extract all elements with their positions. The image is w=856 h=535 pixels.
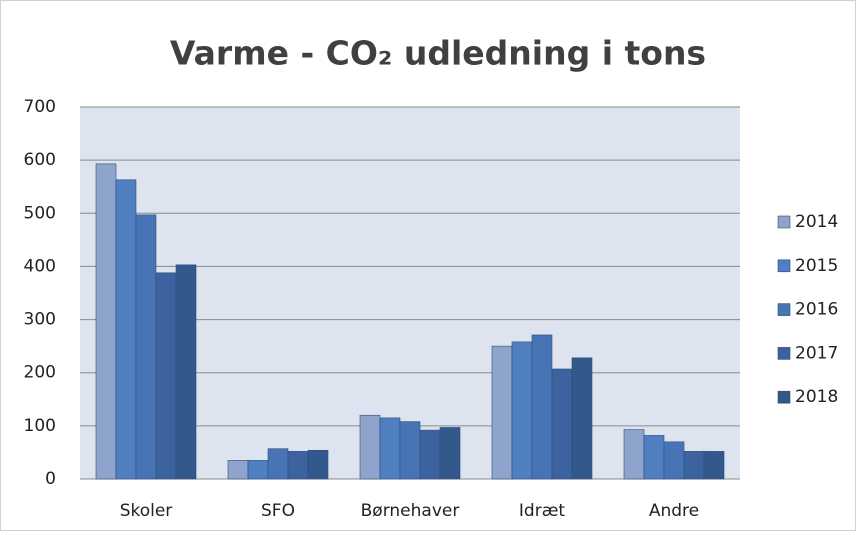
legend-label: 2016 (795, 300, 838, 320)
bar (511, 341, 533, 480)
x-tick-label: Skoler (120, 501, 173, 521)
legend-label: 2014 (795, 212, 838, 232)
chart-title: Varme - CO₂ udledning i tons (170, 34, 706, 73)
legend-swatch (777, 259, 791, 273)
bar (155, 272, 177, 480)
bar (643, 435, 665, 480)
bar (623, 429, 645, 480)
bar (95, 163, 117, 480)
bar (491, 345, 513, 480)
legend-swatch (777, 215, 791, 229)
bar (399, 421, 421, 480)
bar (287, 451, 309, 480)
bar (115, 179, 137, 480)
y-tick-label: 600 (24, 150, 56, 170)
bar (439, 427, 461, 480)
y-tick-label: 500 (24, 203, 56, 223)
legend-label: 2017 (795, 343, 838, 363)
bar (135, 214, 157, 480)
y-tick-label: 100 (24, 416, 56, 436)
bar (267, 448, 289, 480)
bar (663, 441, 685, 480)
legend-swatch (777, 390, 791, 404)
y-tick-label: 700 (24, 97, 56, 117)
x-tick-label: Andre (649, 501, 699, 521)
legend-label: 2015 (795, 256, 838, 276)
x-tick-label: Idræt (519, 501, 565, 521)
x-tick-label: SFO (261, 501, 295, 521)
bar (359, 414, 381, 480)
y-tick-label: 300 (24, 310, 56, 330)
legend-swatch (777, 303, 791, 316)
y-tick-label: 200 (24, 363, 56, 383)
bar (227, 460, 249, 480)
bar (683, 451, 705, 480)
bar (703, 451, 725, 480)
legend-label: 2018 (795, 387, 838, 407)
bar (419, 429, 441, 480)
bar (551, 368, 573, 480)
bar (247, 460, 269, 480)
bar (379, 417, 401, 480)
bar (175, 264, 197, 480)
bar (571, 357, 593, 480)
x-tick-label: Børnehaver (361, 501, 460, 521)
legend-swatch (777, 347, 791, 360)
bar (531, 334, 553, 480)
y-tick-label: 0 (45, 469, 56, 489)
bar (307, 450, 329, 480)
y-tick-label: 400 (24, 256, 56, 276)
